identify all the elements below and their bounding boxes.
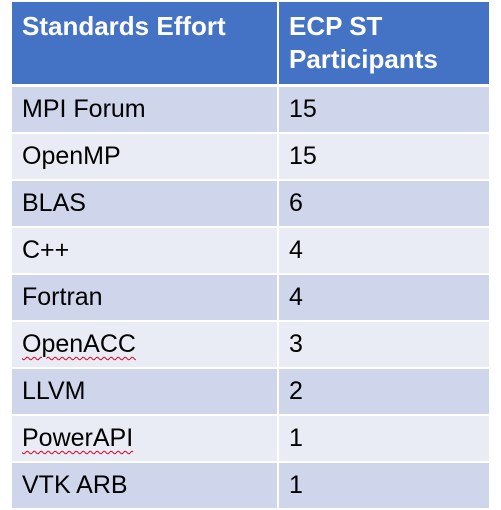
table-body: MPI Forum 15 OpenMP 15 BLAS 6 C++ 4 Fortran 4 Open… (12, 85, 489, 510)
table-row: C++ 4 (12, 227, 489, 275)
participants-count-cell: 6 (278, 180, 489, 228)
participants-count-cell: 3 (278, 321, 489, 369)
table-header: Standards Effort ECP ST Participants (12, 2, 489, 87)
standards-effort-cell: LLVM (12, 368, 279, 416)
standards-effort-name: BLAS (22, 189, 86, 217)
participants-count-cell: 2 (278, 368, 489, 416)
standards-effort-cell: C++ (12, 227, 279, 275)
table-row: OpenMP 15 (12, 133, 489, 181)
participants-count-cell: 4 (278, 274, 489, 322)
table-row: LLVM 2 (12, 368, 489, 416)
standards-effort-cell: MPI Forum (12, 85, 279, 134)
standards-effort-cell: VTK ARB (12, 462, 279, 510)
standards-table: Standards Effort ECP ST Participants MPI… (12, 2, 489, 510)
standards-effort-name: LLVM (22, 377, 86, 405)
table-row: MPI Forum 15 (12, 85, 489, 134)
standards-effort-name: PowerAPI (22, 424, 134, 452)
table-row: VTK ARB 1 (12, 462, 489, 510)
standards-effort-cell: OpenMP (12, 133, 279, 181)
standards-effort-cell: OpenACC (12, 321, 279, 369)
standards-effort-cell: BLAS (12, 180, 279, 228)
participants-count-cell: 1 (278, 415, 489, 463)
participants-count-cell: 4 (278, 227, 489, 275)
table-row: PowerAPI 1 (12, 415, 489, 463)
participants-count-cell: 15 (278, 85, 489, 134)
participants-count-cell: 15 (278, 133, 489, 181)
header-ecp-st-participants: ECP ST Participants (278, 2, 489, 87)
standards-effort-name: VTK ARB (22, 471, 128, 499)
table-row: OpenACC 3 (12, 321, 489, 369)
standards-effort-name: OpenMP (22, 142, 121, 170)
header-row: Standards Effort ECP ST Participants (12, 2, 489, 87)
standards-effort-cell: Fortran (12, 274, 279, 322)
header-standards-effort: Standards Effort (12, 2, 279, 87)
standards-effort-name: Fortran (22, 283, 103, 311)
standards-effort-cell: PowerAPI (12, 415, 279, 463)
standards-table-container: Standards Effort ECP ST Participants MPI… (12, 2, 489, 510)
standards-effort-name: MPI Forum (22, 95, 146, 123)
table-row: BLAS 6 (12, 180, 489, 228)
table-row: Fortran 4 (12, 274, 489, 322)
standards-effort-name: OpenACC (22, 330, 136, 358)
standards-effort-name: C++ (22, 236, 70, 264)
participants-count-cell: 1 (278, 462, 489, 510)
